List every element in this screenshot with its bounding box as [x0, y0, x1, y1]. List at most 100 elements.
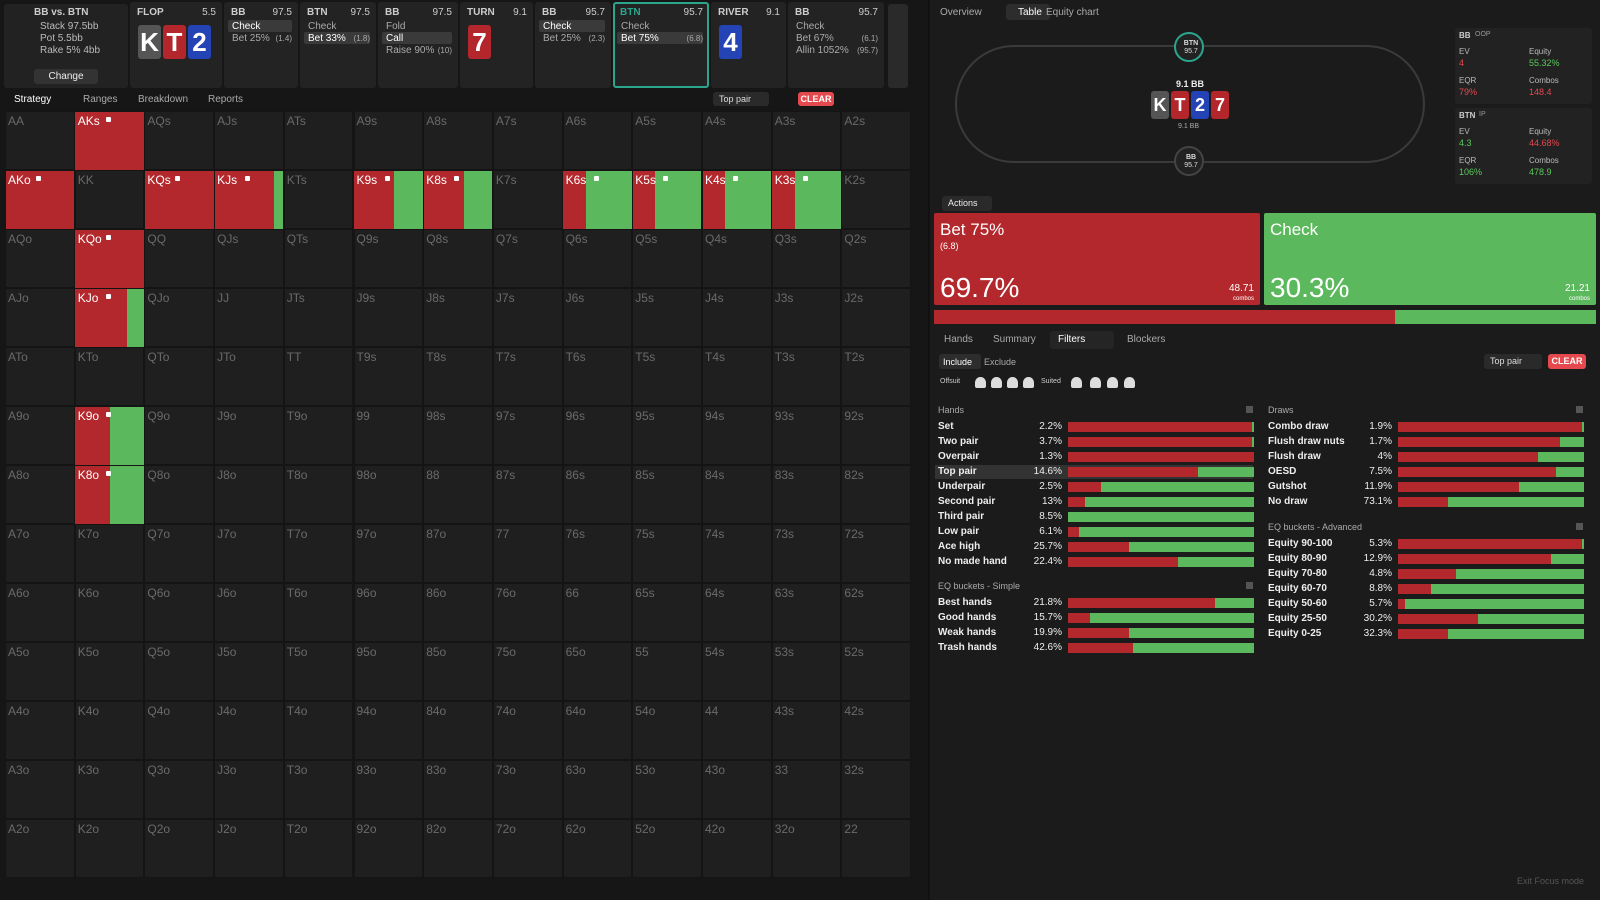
hand-cell[interactable]: [74, 524, 145, 583]
hand-cell[interactable]: [632, 760, 702, 819]
suit-icon[interactable]: [1090, 377, 1101, 388]
hand-cell[interactable]: [283, 406, 354, 465]
hand-cell[interactable]: [214, 288, 284, 347]
hand-cell[interactable]: [5, 465, 75, 524]
group-toggle[interactable]: [1246, 582, 1253, 589]
node[interactable]: [613, 2, 709, 88]
hand-cell[interactable]: [492, 524, 563, 583]
node-action[interactable]: Allin 1052%: [796, 45, 849, 56]
row-name[interactable]: OESD: [1268, 466, 1297, 477]
node-action[interactable]: Bet 25%: [232, 33, 270, 44]
hand-cell[interactable]: [144, 524, 215, 583]
hand-cell[interactable]: [562, 347, 633, 406]
clear-button[interactable]: CLEAR: [798, 92, 834, 106]
group-toggle[interactable]: [1576, 406, 1583, 413]
hand-cell[interactable]: [702, 229, 772, 288]
hand-cell[interactable]: [5, 819, 75, 878]
hand-cell[interactable]: [144, 819, 215, 878]
hand-cell[interactable]: [214, 760, 284, 819]
hand-cell[interactable]: [771, 583, 842, 642]
change-button[interactable]: Change: [34, 69, 98, 84]
hand-cell[interactable]: [214, 583, 284, 642]
node[interactable]: [788, 2, 884, 88]
suit-icon[interactable]: [1071, 377, 1082, 388]
hand-cell[interactable]: [562, 229, 633, 288]
hand-cell[interactable]: [5, 524, 75, 583]
hand-cell[interactable]: [74, 170, 145, 229]
node[interactable]: [300, 2, 376, 88]
hand-cell[interactable]: [841, 642, 912, 701]
hand-cell[interactable]: [5, 111, 75, 170]
node-action[interactable]: Check: [308, 21, 337, 32]
hand-cell[interactable]: [492, 347, 563, 406]
hand-cell[interactable]: [702, 760, 772, 819]
hand-cell[interactable]: [144, 347, 215, 406]
hand-cell[interactable]: [841, 288, 912, 347]
row-name[interactable]: Equity 25-50: [1268, 613, 1327, 624]
hand-cell[interactable]: [423, 406, 493, 465]
hand-cell[interactable]: [353, 524, 424, 583]
row-name[interactable]: Equity 90-100: [1268, 538, 1333, 549]
node[interactable]: [224, 2, 298, 88]
hand-cell[interactable]: [702, 583, 772, 642]
hand-cell[interactable]: [562, 819, 633, 878]
hand-cell[interactable]: [214, 229, 284, 288]
hand-cell[interactable]: [423, 465, 493, 524]
hand-cell[interactable]: [283, 229, 354, 288]
hand-cell[interactable]: [353, 406, 424, 465]
hand-cell[interactable]: [562, 524, 633, 583]
hand-cell[interactable]: [283, 288, 354, 347]
hand-cell[interactable]: [492, 642, 563, 701]
hand-cell[interactable]: [562, 465, 633, 524]
hand-cell[interactable]: [144, 583, 215, 642]
hand-cell[interactable]: [283, 170, 354, 229]
hand-cell[interactable]: [562, 642, 633, 701]
node-action[interactable]: Bet 33%: [308, 33, 346, 44]
hand-cell[interactable]: [74, 347, 145, 406]
hand-cell[interactable]: [492, 760, 563, 819]
row-name[interactable]: Two pair: [938, 436, 979, 447]
hand-cell[interactable]: [771, 701, 842, 760]
hand-cell[interactable]: [283, 111, 354, 170]
hand-cell[interactable]: [5, 406, 75, 465]
hand-cell[interactable]: [702, 406, 772, 465]
hand-cell[interactable]: [632, 347, 702, 406]
node[interactable]: [378, 2, 458, 88]
hand-cell[interactable]: [353, 111, 424, 170]
action-card[interactable]: [934, 213, 1260, 305]
hand-cell[interactable]: [771, 642, 842, 701]
hand-cell[interactable]: [283, 819, 354, 878]
hand-cell[interactable]: [283, 701, 354, 760]
hand-cell[interactable]: [702, 347, 772, 406]
node-action[interactable]: Check: [796, 21, 825, 32]
hand-cell[interactable]: [771, 819, 842, 878]
hand-cell[interactable]: [423, 347, 493, 406]
hand-cell[interactable]: [74, 819, 145, 878]
node-action[interactable]: Fold: [386, 21, 406, 32]
right-tab[interactable]: Equity chart: [1046, 7, 1099, 18]
hand-cell[interactable]: [702, 288, 772, 347]
left-tab[interactable]: Reports: [208, 94, 244, 105]
row-name[interactable]: Third pair: [938, 511, 985, 522]
hand-cell[interactable]: [492, 288, 563, 347]
hand-cell[interactable]: [492, 583, 563, 642]
hand-cell[interactable]: [423, 701, 493, 760]
hand-cell[interactable]: [214, 347, 284, 406]
hand-cell[interactable]: [283, 524, 354, 583]
actions-menu[interactable]: Actions: [942, 196, 992, 211]
hand-cell[interactable]: [492, 819, 563, 878]
hand-cell[interactable]: [771, 524, 842, 583]
node-action[interactable]: Bet 25%: [543, 33, 581, 44]
row-name[interactable]: Flush draw: [1268, 451, 1321, 462]
hand-cell[interactable]: [841, 760, 912, 819]
node[interactable]: [535, 2, 611, 88]
hand-cell[interactable]: [771, 760, 842, 819]
footer-link[interactable]: Exit Focus mode: [1517, 876, 1585, 886]
row-name[interactable]: Ace high: [938, 541, 981, 552]
hand-cell[interactable]: [492, 406, 563, 465]
hand-cell[interactable]: [841, 524, 912, 583]
hand-cell[interactable]: [5, 229, 75, 288]
hand-cell[interactable]: [144, 701, 215, 760]
hand-cell[interactable]: [353, 229, 424, 288]
right-tab[interactable]: Overview: [940, 7, 982, 18]
